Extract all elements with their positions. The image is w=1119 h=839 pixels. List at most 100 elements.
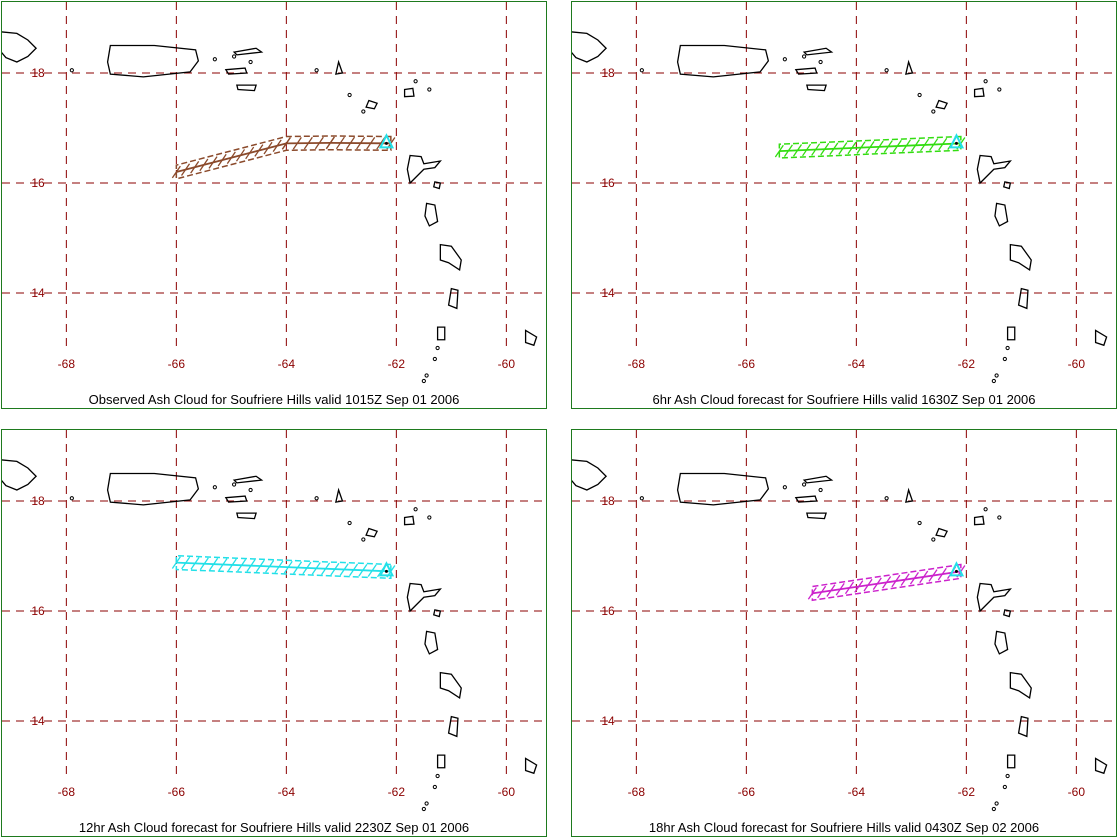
ash-cloud-hatch xyxy=(171,556,181,569)
lat-tick-label: 16 xyxy=(31,176,45,190)
vieques-coast xyxy=(802,475,834,484)
anguilla-coast xyxy=(905,487,914,503)
small-island xyxy=(232,54,237,59)
lon-tick-label: -60 xyxy=(498,357,516,371)
small-island xyxy=(427,87,432,92)
guadeloupe-coast xyxy=(406,582,442,613)
map-panel-18hr: -68 -66 -64 -62 -60 18 16 14 18hr Ash Cloud for… xyxy=(571,429,1118,837)
barbados-coast xyxy=(524,757,538,775)
puerto-rico-coast xyxy=(676,44,770,78)
lat-tick-label: 14 xyxy=(31,714,45,728)
st-lucia-coast xyxy=(447,287,459,310)
map-canvas: -68 -66 -64 -62 -60 18 16 14 xyxy=(2,2,548,384)
barbados-coast xyxy=(1094,757,1108,775)
small-island xyxy=(917,92,922,98)
small-island xyxy=(413,79,418,84)
small-island xyxy=(432,784,437,790)
hispaniola-coast xyxy=(2,459,38,491)
ash-cloud-track xyxy=(176,561,391,573)
small-island xyxy=(1002,784,1007,790)
saba-coast xyxy=(935,527,949,538)
small-island xyxy=(1005,345,1010,351)
small-island xyxy=(1002,356,1007,362)
barbados-coast xyxy=(1094,329,1108,347)
saba-coast xyxy=(935,99,949,110)
small-island xyxy=(639,68,644,73)
ash-cloud-outline xyxy=(175,554,392,580)
dominica-coast xyxy=(994,202,1009,227)
small-island xyxy=(212,57,217,62)
lon-tick-label: -66 xyxy=(738,785,756,799)
lon-tick-label: -60 xyxy=(1068,785,1086,799)
panel-caption: 18hr Ash Cloud forecast for Soufriere Hi… xyxy=(648,820,1040,835)
volcano-point xyxy=(384,141,388,145)
st-vincent-coast xyxy=(1006,326,1016,341)
map-panel-6hr: -68 -66 -64 -62 -60 18 16 14 6hr Ash Cloud fore… xyxy=(571,1,1118,409)
puerto-rico-coast xyxy=(106,44,200,78)
small-island xyxy=(314,68,319,73)
small-island xyxy=(424,373,429,378)
lat-tick-label: 16 xyxy=(31,604,45,618)
lat-tick-label: 14 xyxy=(601,714,615,728)
small-island xyxy=(931,537,936,542)
lon-tick-label: -64 xyxy=(278,357,296,371)
lon-tick-label: -60 xyxy=(1068,357,1086,371)
guadeloupe-coast xyxy=(976,582,1012,613)
antigua-coast xyxy=(973,515,985,526)
guadeloupe-coast xyxy=(976,154,1012,185)
lon-tick-label: -68 xyxy=(58,357,76,371)
st-vincent-coast xyxy=(436,326,446,341)
small-island xyxy=(983,507,988,512)
st-lucia-coast xyxy=(447,715,459,738)
small-island xyxy=(994,373,999,378)
martinique-coast xyxy=(439,671,462,699)
marie-galante-coast xyxy=(1002,609,1012,618)
volcano-triangle-icon xyxy=(948,133,965,149)
small-island xyxy=(347,520,352,526)
ash-cloud-hatch xyxy=(774,144,784,158)
martinique-coast xyxy=(1009,671,1032,699)
lon-tick-label: -64 xyxy=(278,785,296,799)
ash-cloud-track xyxy=(176,141,391,173)
puerto-rico-coast xyxy=(676,472,770,506)
st-vincent-coast xyxy=(1006,754,1016,769)
st-croix-coast xyxy=(806,84,827,92)
antigua-coast xyxy=(973,87,985,98)
martinique-coast xyxy=(1009,243,1032,271)
lon-tick-label: -60 xyxy=(498,785,516,799)
ash-cloud-hatch xyxy=(807,587,817,600)
map-panel-12hr: -68 -66 -64 -62 -60 18 16 14 12hr Ash Cloud for… xyxy=(1,429,548,837)
volcano-point xyxy=(384,569,388,573)
st-lucia-coast xyxy=(1017,715,1029,738)
small-island xyxy=(884,68,889,73)
marie-galante-coast xyxy=(1002,181,1012,190)
ash-cloud-track xyxy=(779,142,961,152)
virgin-islands-coast xyxy=(224,495,248,503)
volcano-point xyxy=(954,569,958,573)
lat-tick-label: 14 xyxy=(601,286,615,300)
anguilla-coast xyxy=(905,59,914,75)
small-island xyxy=(931,109,936,114)
small-island xyxy=(69,68,74,73)
lat-tick-label: 16 xyxy=(601,176,615,190)
hispaniola-coast xyxy=(2,31,38,63)
dominica-coast xyxy=(424,202,439,227)
st-croix-coast xyxy=(236,512,257,520)
panel-caption: 12hr Ash Cloud forecast for Soufriere Hi… xyxy=(78,820,470,835)
small-island xyxy=(69,496,74,501)
lon-tick-label: -66 xyxy=(738,357,756,371)
lon-tick-label: -62 xyxy=(388,785,406,799)
lat-tick-label: 16 xyxy=(601,604,615,618)
small-island xyxy=(818,487,823,493)
lat-tick-label: 18 xyxy=(601,66,615,80)
small-island xyxy=(802,482,807,487)
small-island xyxy=(361,537,366,542)
small-island xyxy=(782,57,787,62)
map-canvas: -68 -66 -64 -62 -60 18 16 14 xyxy=(572,430,1118,812)
small-island xyxy=(639,496,644,501)
lat-tick-label: 18 xyxy=(31,66,45,80)
st-vincent-coast xyxy=(436,754,446,769)
lon-tick-label: -68 xyxy=(628,357,646,371)
martinique-coast xyxy=(439,243,462,271)
vieques-coast xyxy=(232,47,264,56)
